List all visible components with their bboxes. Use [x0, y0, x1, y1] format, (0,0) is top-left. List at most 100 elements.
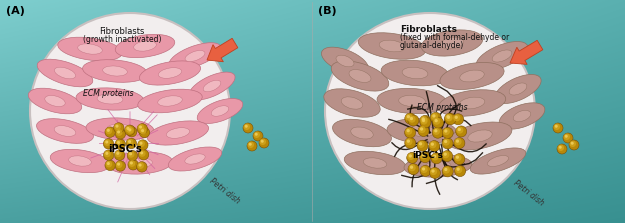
Circle shape — [442, 127, 453, 138]
Ellipse shape — [127, 158, 152, 168]
Ellipse shape — [336, 55, 354, 67]
Circle shape — [431, 113, 438, 120]
Circle shape — [127, 151, 134, 158]
Ellipse shape — [50, 149, 110, 173]
Circle shape — [417, 140, 428, 151]
Text: ECM proteins: ECM proteins — [82, 89, 133, 97]
Ellipse shape — [381, 60, 449, 86]
Ellipse shape — [107, 152, 172, 174]
Circle shape — [128, 128, 131, 131]
Circle shape — [432, 117, 444, 128]
Ellipse shape — [76, 88, 144, 110]
Circle shape — [408, 153, 414, 160]
Circle shape — [126, 138, 136, 149]
Ellipse shape — [509, 83, 527, 95]
Circle shape — [420, 117, 431, 128]
Circle shape — [406, 138, 412, 145]
Ellipse shape — [495, 74, 541, 103]
Ellipse shape — [158, 68, 182, 78]
Circle shape — [107, 162, 110, 165]
Circle shape — [442, 166, 453, 177]
Ellipse shape — [492, 50, 512, 62]
Ellipse shape — [459, 97, 485, 109]
Ellipse shape — [344, 151, 406, 175]
Ellipse shape — [379, 40, 405, 52]
Ellipse shape — [203, 80, 221, 92]
Circle shape — [555, 125, 558, 128]
Circle shape — [456, 156, 459, 159]
Circle shape — [139, 150, 146, 157]
Circle shape — [419, 115, 431, 126]
Circle shape — [117, 163, 120, 166]
Circle shape — [115, 161, 126, 171]
Circle shape — [420, 127, 423, 131]
Circle shape — [138, 124, 144, 131]
Ellipse shape — [107, 124, 133, 134]
Circle shape — [442, 138, 450, 146]
Ellipse shape — [168, 147, 222, 171]
Text: Fibroblasts: Fibroblasts — [400, 25, 457, 33]
Circle shape — [139, 127, 149, 138]
Circle shape — [255, 133, 258, 136]
Circle shape — [405, 128, 412, 135]
Circle shape — [117, 141, 120, 144]
Circle shape — [422, 119, 425, 122]
Circle shape — [431, 142, 434, 146]
Circle shape — [117, 130, 120, 134]
Circle shape — [420, 152, 428, 159]
Circle shape — [429, 141, 436, 148]
Circle shape — [432, 128, 440, 135]
Ellipse shape — [28, 88, 82, 114]
Circle shape — [405, 138, 416, 149]
Text: iPSC's: iPSC's — [412, 151, 444, 161]
Circle shape — [409, 154, 412, 158]
Circle shape — [106, 161, 112, 167]
Circle shape — [259, 138, 266, 145]
Text: ECM proteins: ECM proteins — [417, 103, 468, 112]
Circle shape — [442, 166, 450, 173]
Circle shape — [569, 140, 576, 147]
Circle shape — [564, 134, 570, 140]
Circle shape — [558, 145, 564, 151]
Circle shape — [406, 114, 412, 121]
Text: (B): (B) — [318, 6, 337, 16]
Circle shape — [431, 112, 441, 123]
Circle shape — [418, 126, 429, 136]
Circle shape — [456, 167, 460, 171]
Circle shape — [433, 118, 440, 125]
Ellipse shape — [468, 130, 492, 142]
Circle shape — [115, 129, 126, 139]
Circle shape — [446, 114, 452, 122]
Ellipse shape — [78, 44, 102, 54]
Circle shape — [445, 114, 452, 121]
Circle shape — [104, 150, 114, 160]
Ellipse shape — [513, 110, 531, 122]
Circle shape — [129, 152, 132, 155]
Ellipse shape — [97, 94, 123, 104]
Circle shape — [445, 114, 456, 125]
Circle shape — [422, 167, 425, 171]
Ellipse shape — [377, 88, 447, 114]
Circle shape — [116, 161, 122, 168]
Circle shape — [455, 166, 462, 173]
Text: (A): (A) — [6, 6, 25, 16]
Ellipse shape — [54, 126, 76, 136]
Circle shape — [139, 142, 142, 145]
Ellipse shape — [166, 128, 189, 138]
Circle shape — [442, 128, 450, 135]
Circle shape — [454, 116, 458, 119]
Circle shape — [127, 139, 133, 145]
Circle shape — [105, 140, 108, 144]
Ellipse shape — [402, 67, 428, 79]
Circle shape — [243, 123, 253, 133]
Text: (fixed with formal-dehyde or: (fixed with formal-dehyde or — [400, 33, 509, 43]
Circle shape — [140, 151, 143, 155]
Circle shape — [259, 138, 269, 148]
Circle shape — [137, 124, 148, 134]
Circle shape — [103, 139, 114, 149]
Circle shape — [454, 154, 461, 161]
Circle shape — [454, 138, 462, 145]
Circle shape — [409, 164, 416, 171]
Ellipse shape — [198, 99, 242, 124]
Circle shape — [114, 123, 124, 133]
